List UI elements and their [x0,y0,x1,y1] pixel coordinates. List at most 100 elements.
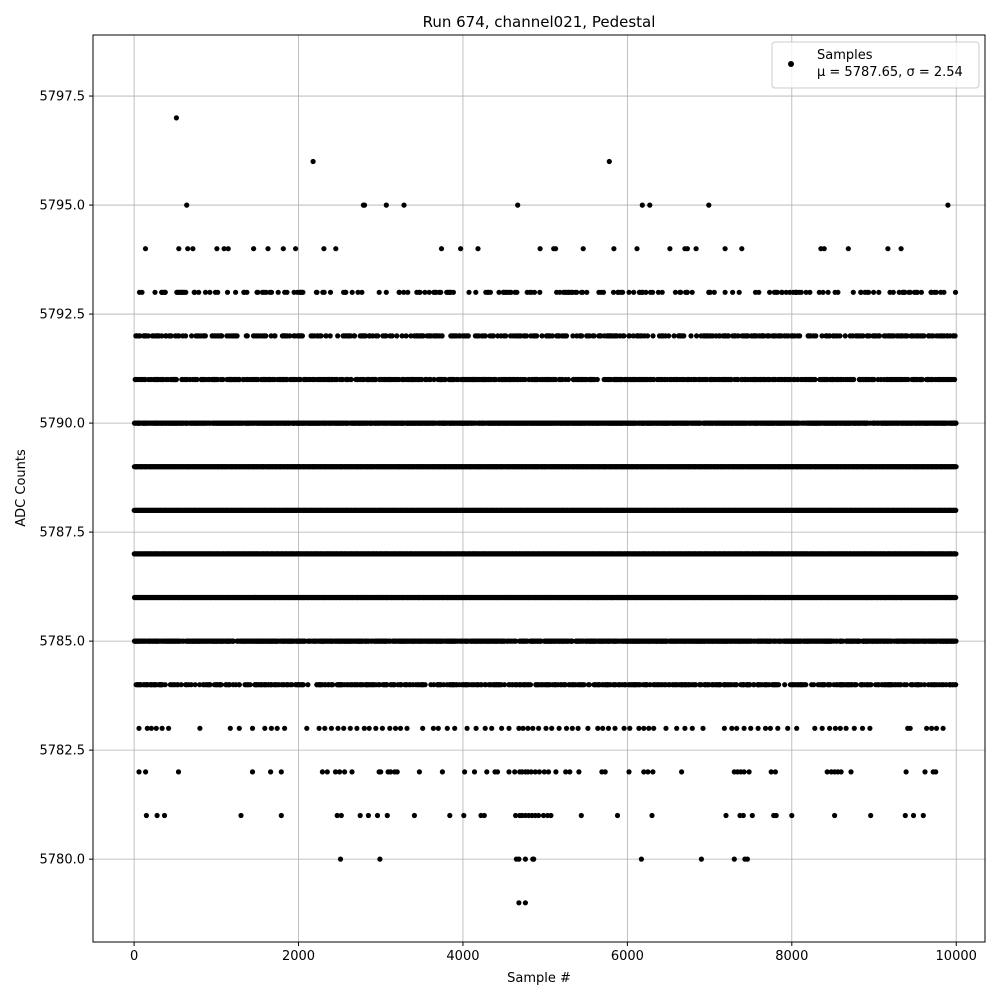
data-point [851,725,857,731]
data-point [192,289,198,295]
data-point [207,289,213,295]
data-point [274,725,280,731]
data-point [740,812,746,819]
data-point [426,289,432,295]
data-point [394,769,400,775]
data-point [848,769,854,775]
data-point [324,769,330,775]
data-point [319,769,325,775]
data-point [234,333,240,339]
data-point [531,289,538,295]
data-point [556,725,562,731]
data-point [175,769,182,775]
data-point [540,812,547,819]
data-point [773,812,779,819]
data-point [349,289,355,295]
data-point [374,812,381,819]
data-point [548,812,554,819]
data-point [439,769,445,775]
data-point [300,289,306,295]
data-point [762,725,769,731]
data-point [148,725,154,731]
data-point [471,769,478,775]
data-point [236,682,242,688]
data-point [383,289,389,295]
data-point [314,289,320,295]
data-point [902,812,908,819]
data-point [247,682,253,688]
data-point [357,812,363,819]
data-point [462,769,468,775]
data-point [392,725,399,731]
data-point [868,812,874,819]
data-point [522,900,529,906]
data-point [244,289,250,295]
data-point [741,769,747,775]
data-point [321,289,327,295]
data-point [192,682,198,688]
data-point [530,725,536,731]
data-point [461,812,467,819]
data-point [348,376,354,383]
data-point [304,725,310,731]
data-point [299,333,305,339]
data-point [173,376,179,383]
data-point [178,682,184,688]
data-point [215,289,221,295]
data-point [575,725,581,731]
data-point [162,682,168,688]
data-point [744,856,751,862]
data-point [651,725,657,731]
data-point [452,725,458,731]
data-point [188,682,194,688]
data-point [473,725,479,731]
data-point [373,725,379,731]
data-point [729,725,735,731]
data-point [867,725,873,731]
data-point [305,682,311,688]
data-point [249,725,256,731]
data-point [354,725,360,731]
data-point [614,812,621,819]
data-point [755,725,761,731]
data-point [422,682,428,688]
data-point [335,725,341,731]
data-point [578,812,584,819]
data-point [334,812,340,819]
data-point [700,725,706,731]
data-point [513,812,519,819]
data-point [641,769,647,775]
data-point [145,333,151,339]
data-point [361,725,367,731]
data-point [482,725,488,731]
data-point [563,725,570,731]
data-point [337,769,343,775]
data-point [576,769,582,775]
data-point [341,725,347,731]
data-point [487,289,493,295]
data-point [484,769,490,775]
data-point [602,769,608,775]
data-point [506,725,512,731]
data-point [832,812,838,819]
data-point [536,725,542,731]
data-point [922,769,928,775]
data-point [219,333,225,339]
data-point [527,682,534,688]
data-point [389,333,395,339]
data-point [359,289,365,295]
data-point [933,725,940,731]
data-point [481,812,487,819]
data-point [600,725,606,731]
data-point [924,725,930,731]
data-point [183,289,189,295]
data-point [545,769,552,775]
data-point [650,769,656,775]
data-point [238,812,244,819]
data-point [536,812,542,819]
data-point [734,725,740,731]
data-point [638,856,645,862]
data-point [230,638,237,644]
data-point [335,333,341,339]
data-point [525,725,531,731]
